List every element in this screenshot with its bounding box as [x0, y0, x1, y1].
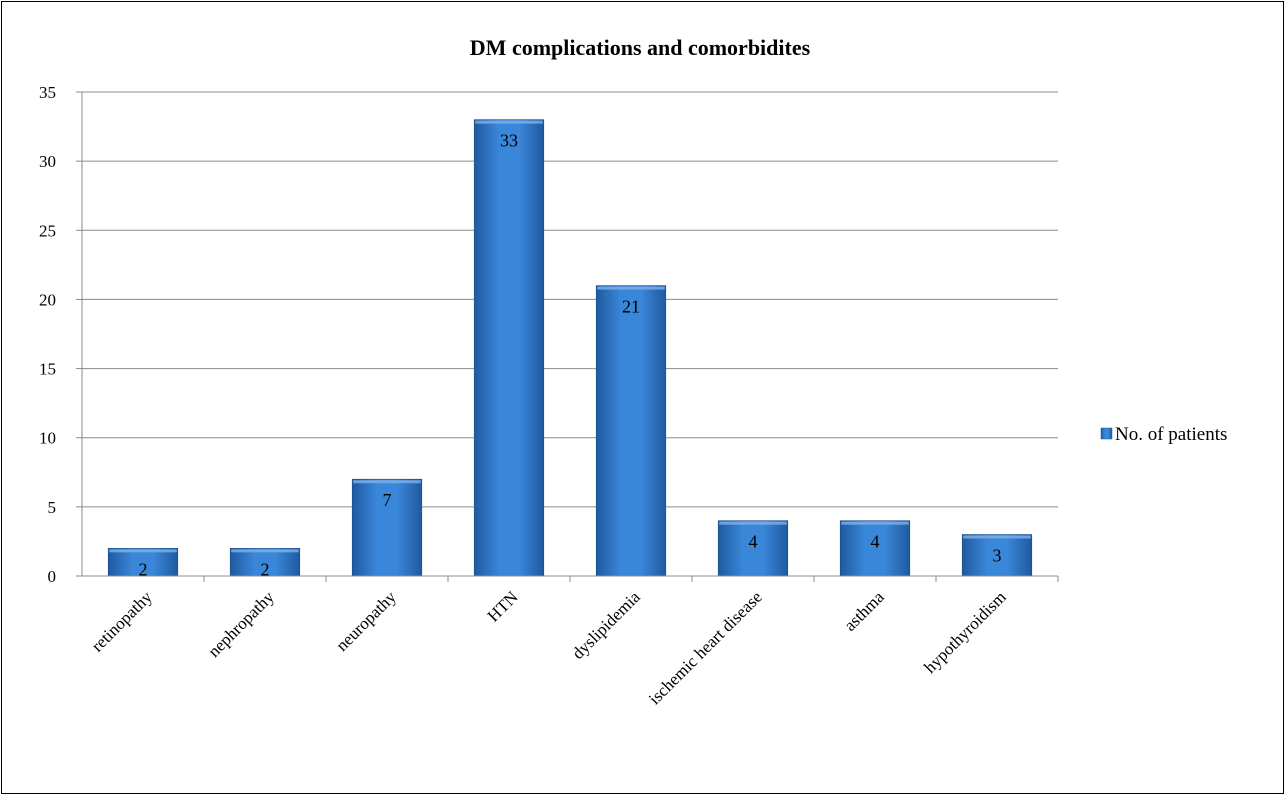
x-axis: retinopathy nephropathy neuropathy HTN dysli… [82, 575, 1059, 708]
bar-dyslipidemia [595, 285, 667, 577]
y-tick-label: 10 [39, 429, 56, 448]
y-tick-label: 5 [48, 498, 57, 517]
legend-label: No. of patients [1115, 424, 1227, 445]
y-tick-label: 15 [39, 360, 56, 379]
category-label: dyslipidemia [568, 587, 644, 663]
category-label: retinopathy [88, 587, 157, 656]
bar-top-highlight [841, 521, 909, 525]
category-label: asthma [840, 587, 888, 635]
category-label: HTN [484, 587, 522, 625]
legend: No. of patients [1100, 424, 1227, 445]
bar-nephropathy [229, 548, 301, 577]
bar-ischemic-heart-disease [717, 520, 789, 577]
bar-top-highlight [719, 521, 787, 525]
data-label: 33 [500, 131, 518, 151]
y-tick-label: 0 [48, 567, 57, 586]
data-label: 7 [383, 490, 392, 510]
data-label: 21 [622, 297, 640, 317]
bar-neuropathy [351, 478, 423, 577]
chart-title: DM complications and comorbidites [470, 35, 811, 60]
bar-top-highlight [963, 535, 1031, 539]
y-tick-label: 20 [39, 290, 56, 309]
category-label: ischemic heart disease [645, 587, 766, 708]
gridlines [82, 91, 1058, 508]
legend-swatch [1100, 427, 1113, 440]
bar-top-highlight [109, 549, 177, 553]
data-label: 3 [993, 546, 1002, 566]
data-label: 2 [261, 559, 270, 579]
category-label: neuropathy [332, 587, 400, 655]
bar-top-highlight [597, 286, 665, 290]
bar-asthma [839, 520, 911, 577]
category-label: nephropathy [204, 587, 278, 661]
bar-htn [473, 119, 545, 577]
data-label: 4 [871, 532, 880, 552]
bar-top-highlight [231, 549, 299, 553]
data-label: 4 [749, 532, 758, 552]
y-tick-label: 30 [39, 152, 56, 171]
y-axis: 0 5 10 15 20 25 30 35 [39, 83, 83, 586]
bar-top-highlight [353, 480, 421, 484]
bars: 2 2 7 33 21 4 4 3 [107, 119, 1033, 579]
y-tick-label: 35 [39, 83, 56, 102]
y-tick-label: 25 [39, 221, 56, 240]
category-label: hypothyroidism [920, 587, 1010, 677]
data-label: 2 [139, 559, 148, 579]
bar-top-highlight [475, 120, 543, 124]
